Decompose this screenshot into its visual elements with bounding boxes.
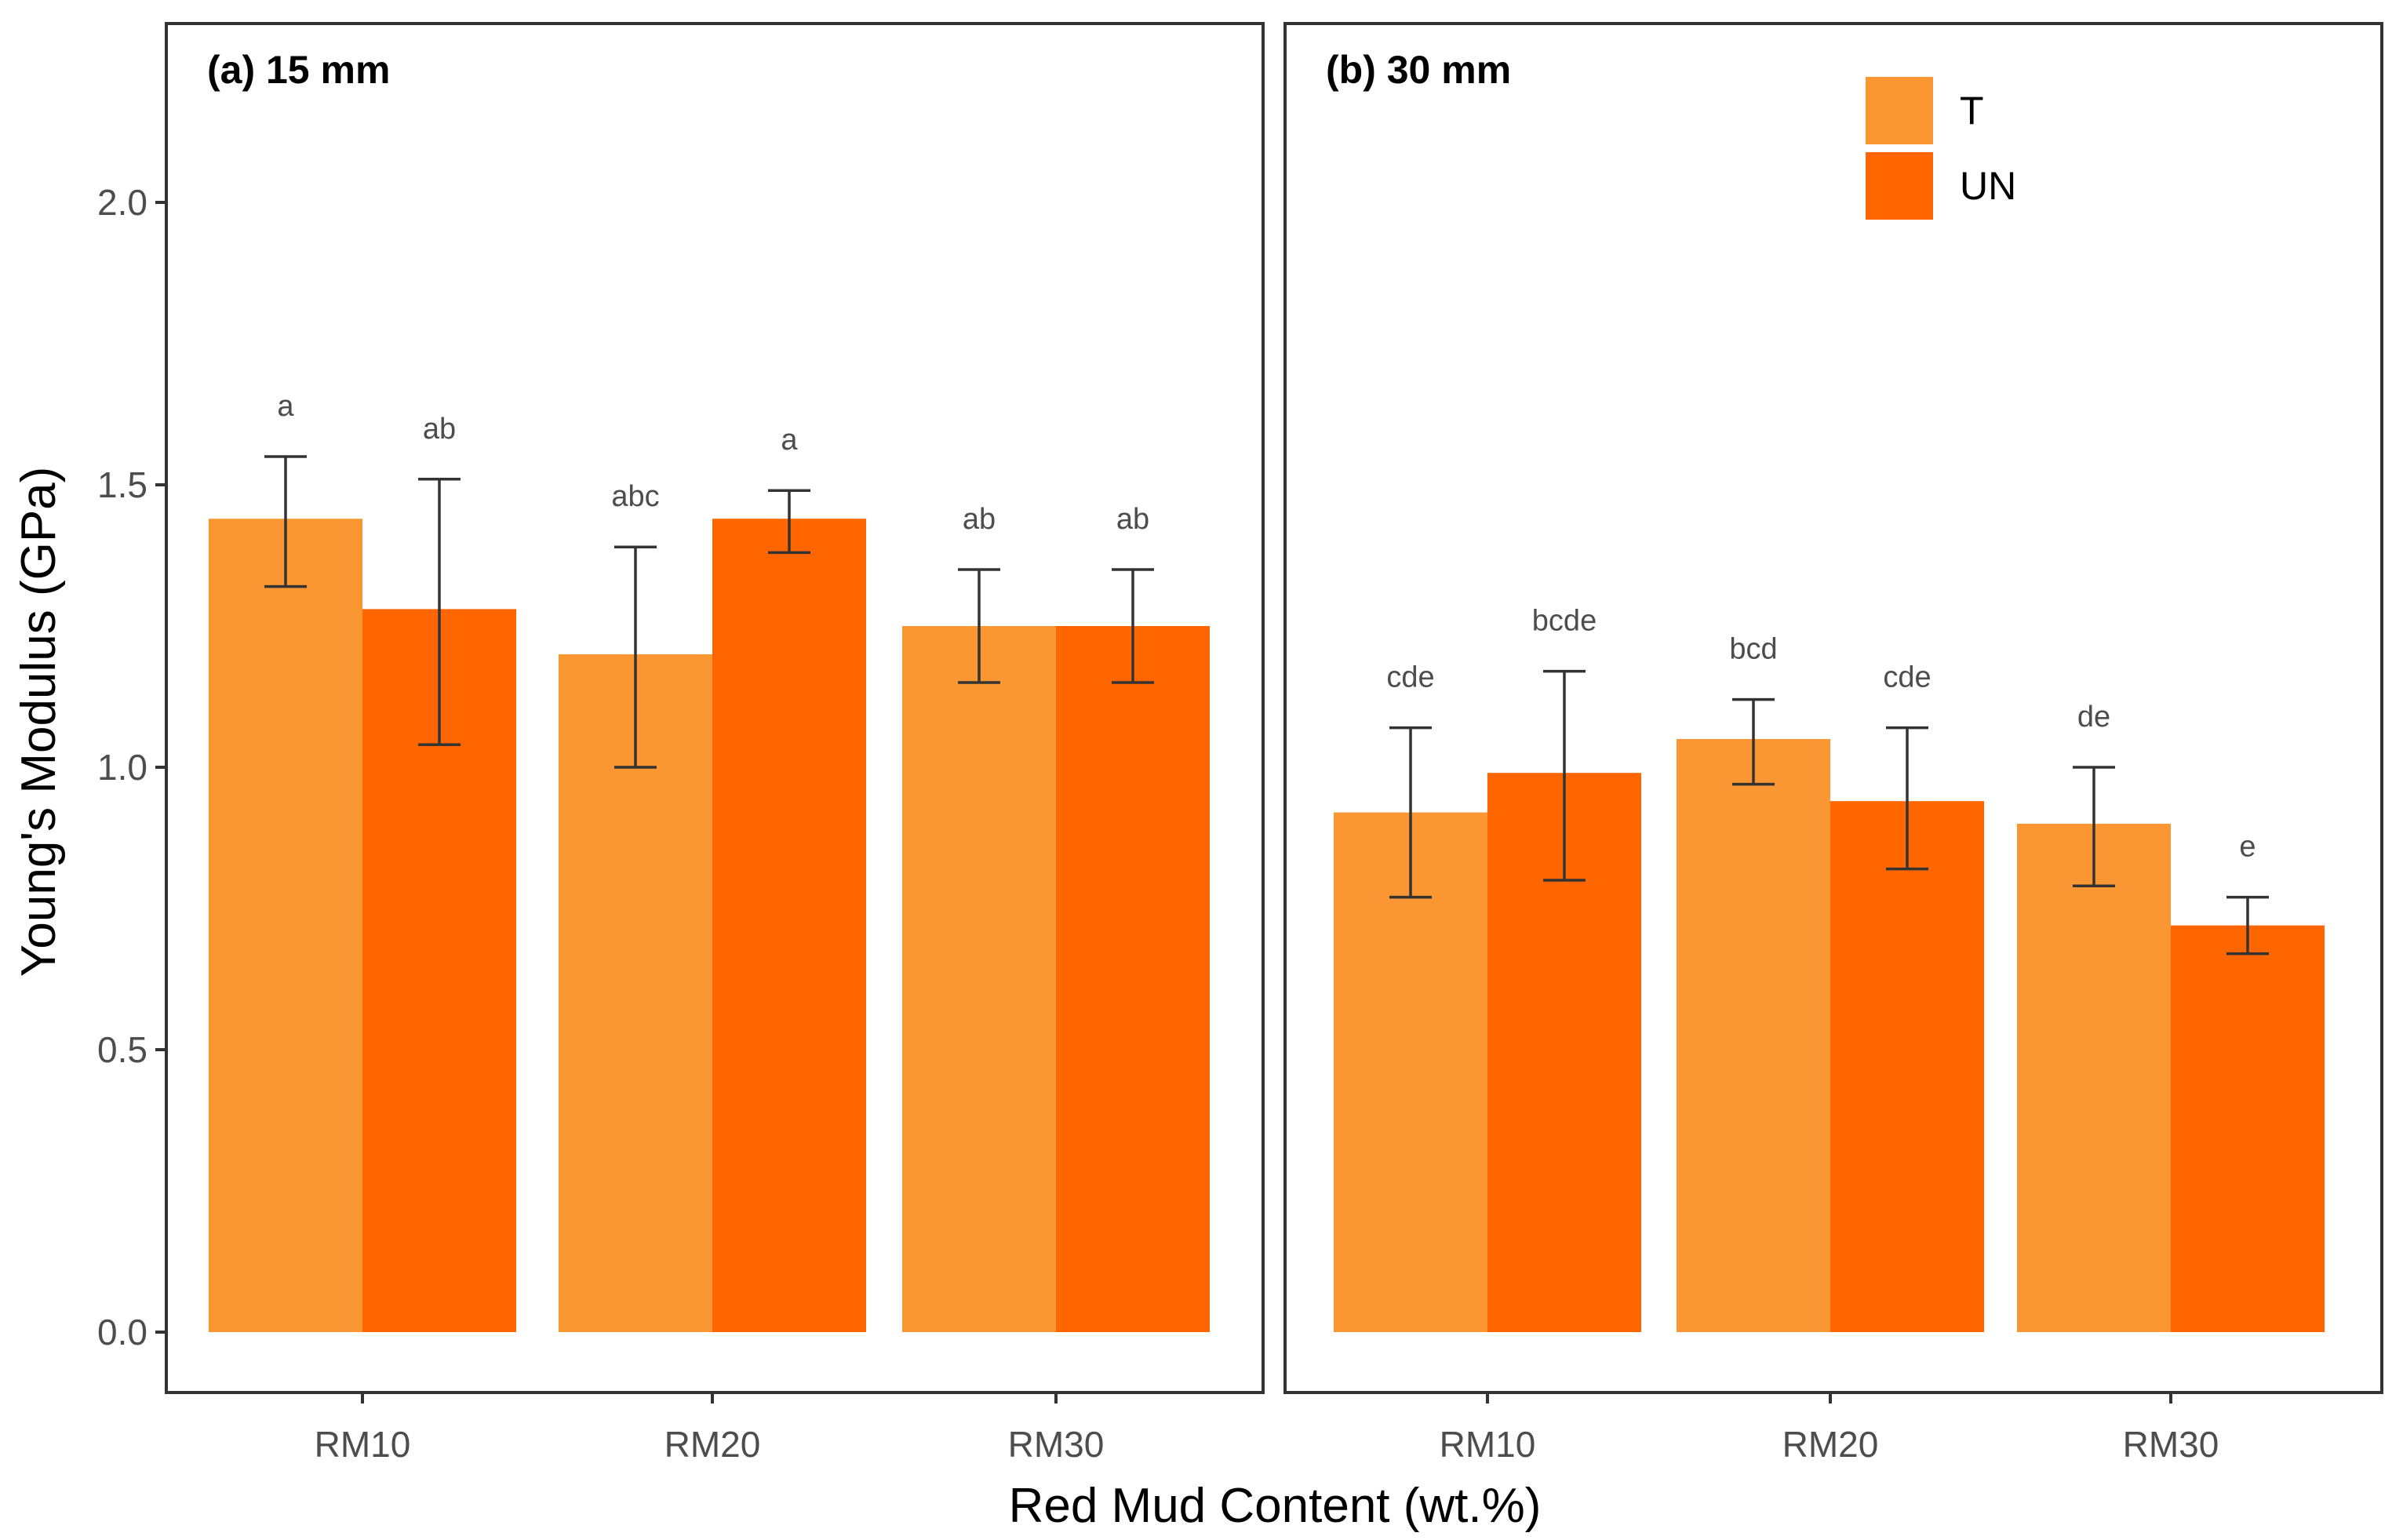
panel-a: a abc ab ab a ab (a) 15 mm RM10 RM20 RM30 xyxy=(165,22,1265,1465)
significance-label: abc xyxy=(611,480,659,513)
x-tick-label: RM20 xyxy=(1782,1424,1879,1465)
significance-label: ab xyxy=(963,503,996,536)
significance-label: e xyxy=(2239,831,2256,864)
significance-label: ab xyxy=(1116,503,1149,536)
legend-label: T xyxy=(1960,89,1984,133)
legend: T UN xyxy=(1866,77,2016,220)
significance-label: cde xyxy=(1386,661,1434,694)
y-tick-label: 1.5 xyxy=(97,464,147,505)
significance-label: cde xyxy=(1883,661,1931,694)
x-tick-label: RM20 xyxy=(664,1424,761,1465)
bar xyxy=(1830,801,1984,1332)
panel-title: (b) 30 mm xyxy=(1326,48,1511,92)
y-axis: 0.0 0.5 1.0 1.5 2.0 xyxy=(97,182,166,1353)
bar xyxy=(2171,925,2325,1332)
significance-label: bcd xyxy=(1729,633,1777,666)
x-tick-label: RM10 xyxy=(315,1424,411,1465)
y-tick-label: 2.0 xyxy=(97,182,147,223)
legend-label: UN xyxy=(1960,164,2016,208)
x-tick-label: RM10 xyxy=(1440,1424,1536,1465)
x-axis-title: Red Mud Content (wt.%) xyxy=(1009,1479,1542,1533)
x-tick-label: RM30 xyxy=(1008,1424,1105,1465)
y-tick-label: 0.0 xyxy=(97,1312,147,1353)
significance-label: a xyxy=(277,390,294,423)
y-axis-title: Young's Modulus (GPa) xyxy=(12,467,66,978)
y-tick-label: 1.0 xyxy=(97,747,147,788)
panel-title: (a) 15 mm xyxy=(207,48,390,92)
legend-swatch xyxy=(1866,152,1933,220)
significance-label: bcde xyxy=(1532,605,1597,638)
x-tick-label: RM30 xyxy=(2123,1424,2219,1465)
significance-label: a xyxy=(781,424,798,457)
bar xyxy=(1677,739,1830,1332)
panel-frame xyxy=(165,22,1265,1394)
panel-frame xyxy=(1283,22,2383,1394)
bar xyxy=(902,626,1056,1332)
bar xyxy=(1056,626,1210,1332)
significance-label: ab xyxy=(423,413,456,446)
panel-b: cde bcd de bcde cde e (b) 30 mm RM10 RM20 RM30 xyxy=(1283,22,2383,1465)
bar xyxy=(712,519,866,1333)
significance-label: de xyxy=(2077,701,2110,734)
bar xyxy=(1334,812,1487,1332)
bar xyxy=(2017,824,2171,1332)
bar xyxy=(209,519,362,1333)
legend-swatch xyxy=(1866,77,1933,144)
y-tick-label: 0.5 xyxy=(97,1029,147,1070)
panels-layer: a abc ab ab a ab (a) 15 mm RM10 RM20 RM30 cde bcd de… xyxy=(165,22,2383,1465)
